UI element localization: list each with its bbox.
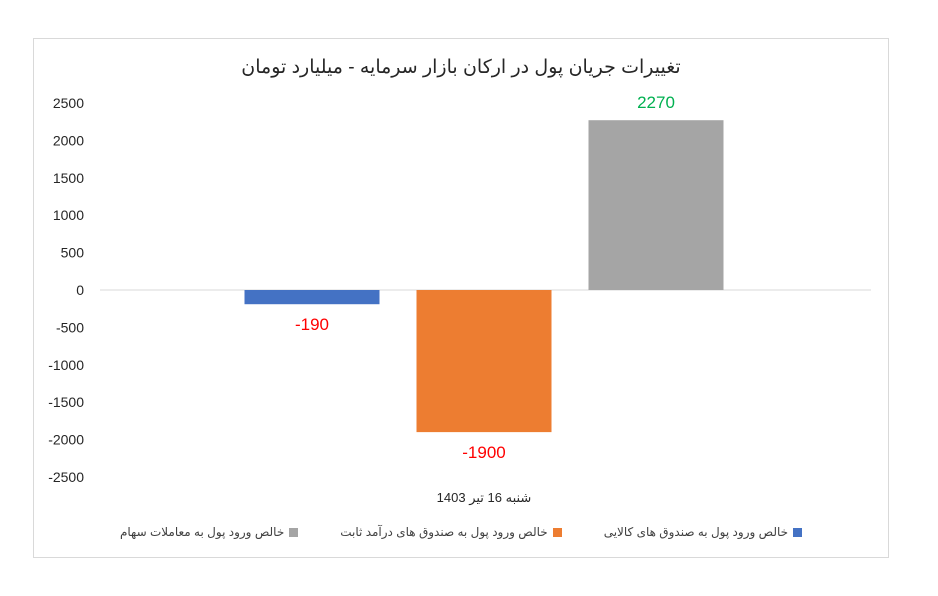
y-tick-label: -2000 bbox=[48, 432, 84, 448]
data-labels-group: -190 -1900 2270 bbox=[295, 93, 675, 462]
legend-label-stocks: خالص ورود پول به معاملات سهام bbox=[119, 525, 285, 539]
y-tick-label: -2500 bbox=[48, 469, 84, 485]
bar bbox=[244, 290, 380, 305]
y-tick-label: 2500 bbox=[53, 95, 84, 111]
chart-title: تغییرات جریان پول در ارکان بازار سرمایه … bbox=[241, 57, 680, 78]
bars-group bbox=[244, 120, 724, 433]
data-label: -190 bbox=[295, 315, 329, 334]
legend: خالص ورود پول به صندوق های کالایی خالص و… bbox=[33, 520, 889, 544]
legend-label-commodity: خالص ورود پول به صندوق های کالایی bbox=[603, 525, 789, 539]
y-tick-label: -500 bbox=[56, 319, 84, 335]
bar bbox=[588, 120, 724, 290]
y-tick-label: 1000 bbox=[53, 207, 84, 223]
y-tick-label: 1500 bbox=[53, 170, 84, 186]
data-label: -1900 bbox=[462, 443, 505, 462]
y-tick-label: 2000 bbox=[53, 132, 84, 148]
x-category-label: شنبه 16 تیر 1403 bbox=[437, 490, 532, 506]
legend-item: خالص ورود پول به صندوق های کالایی bbox=[603, 525, 803, 539]
legend-swatch-commodity bbox=[793, 527, 803, 537]
bar bbox=[416, 290, 552, 433]
y-axis: 2500 2000 1500 1000 500 0 -500 -1000 -1500 -2000 -… bbox=[48, 95, 84, 485]
legend-swatch-fixed-income bbox=[552, 527, 562, 537]
y-tick-label: 0 bbox=[76, 282, 84, 298]
legend-label-fixed-income: خالص ورود پول به صندوق های درآمد ثابت bbox=[340, 525, 548, 539]
data-label: 2270 bbox=[637, 93, 675, 112]
y-tick-label: 500 bbox=[61, 245, 85, 261]
legend-item: خالص ورود پول به معاملات سهام bbox=[119, 525, 299, 539]
y-tick-label: -1500 bbox=[48, 394, 84, 410]
y-tick-label: -1000 bbox=[48, 357, 84, 373]
legend-swatch-stocks bbox=[289, 527, 299, 537]
legend-item: خالص ورود پول به صندوق های درآمد ثابت bbox=[340, 525, 562, 539]
